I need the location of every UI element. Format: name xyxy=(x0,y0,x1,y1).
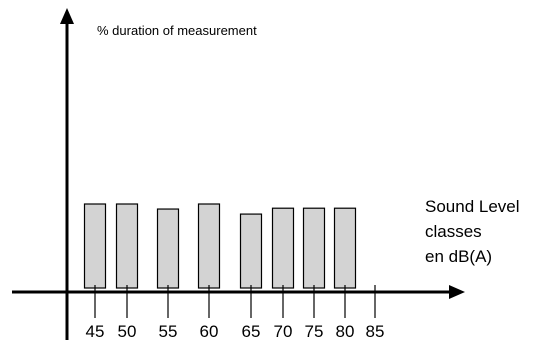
x-tick-label-70: 70 xyxy=(274,322,293,341)
x-ticks-group xyxy=(94,285,376,318)
x-axis-title: Sound Level classes en dB(A) xyxy=(425,197,524,266)
bar-75-80 xyxy=(302,207,326,289)
x-tick-label-50: 50 xyxy=(118,322,137,341)
x-tick-label-80: 80 xyxy=(336,322,355,341)
x-tick-label-55: 55 xyxy=(159,322,178,341)
y-axis-arrowhead xyxy=(60,8,74,24)
bar-70-75 xyxy=(271,207,295,289)
axes xyxy=(12,8,465,340)
x-tick-label-65: 65 xyxy=(242,322,261,341)
bar-80-85 xyxy=(333,207,357,289)
x-tick-label-60: 60 xyxy=(200,322,219,341)
x-axis-title-line-1: Sound Level xyxy=(425,197,520,216)
x-tick-labels-group: 45 50 55 60 65 70 75 80 85 xyxy=(86,322,385,341)
x-axis-title-line-3: en dB(A) xyxy=(425,247,492,266)
x-tick-label-85: 85 xyxy=(366,322,385,341)
x-tick-label-75: 75 xyxy=(305,322,324,341)
bar-65-70 xyxy=(239,213,263,289)
bar-50-55 xyxy=(115,203,139,289)
y-axis-title: % duration of measurement xyxy=(97,23,257,38)
x-axis-title-line-2: classes xyxy=(425,222,482,241)
bar-45-50 xyxy=(83,203,107,289)
x-tick-label-45: 45 xyxy=(86,322,105,341)
bar-60-65 xyxy=(197,203,221,289)
bar-55-60 xyxy=(156,208,180,289)
x-axis-arrowhead xyxy=(449,285,465,299)
bars-group xyxy=(83,203,357,289)
